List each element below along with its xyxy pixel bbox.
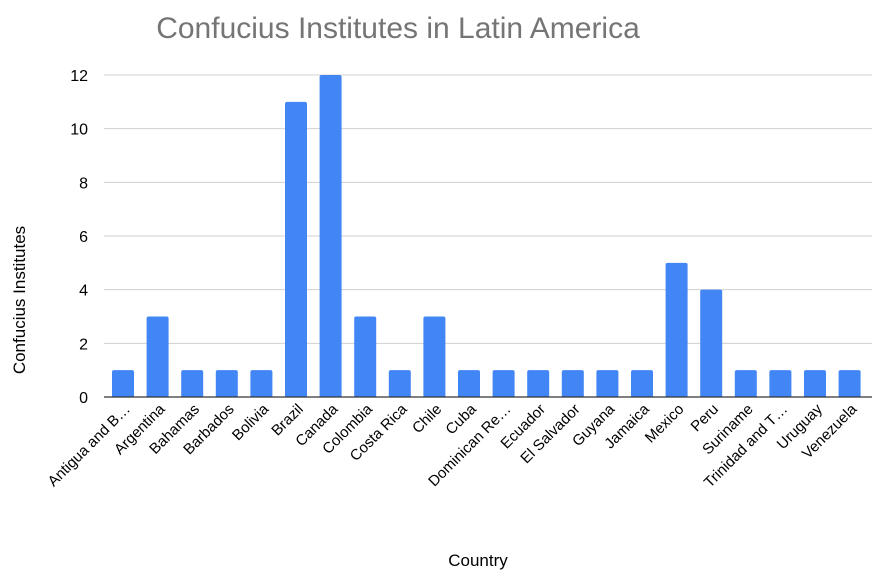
bar: [215, 370, 238, 397]
bar: [596, 370, 619, 397]
y-tick-label: 6: [79, 229, 88, 246]
bar: [285, 101, 307, 397]
bar: [146, 316, 169, 397]
chart-title: Confucius Institutes in Latin America: [156, 12, 640, 45]
bar: [838, 370, 861, 397]
bar: [319, 75, 342, 397]
bar: [423, 316, 446, 397]
x-axis-title: Country: [448, 551, 508, 570]
bar: [354, 316, 377, 397]
gridlines: [104, 74, 872, 344]
y-tick-label: 4: [79, 283, 88, 300]
y-axis-ticks: 0 2 4 6 8 10 12: [70, 68, 88, 407]
bar: [250, 370, 273, 397]
x-tick-label: Mexico: [642, 401, 688, 447]
bar: [769, 370, 792, 397]
x-tick-label: Bolivia: [229, 400, 273, 444]
y-tick-label: 10: [70, 122, 88, 139]
bar: [527, 370, 550, 397]
x-axis-category-labels: Antigua and B…ArgentinaBahamasBarbadosBo…: [45, 400, 861, 491]
bar: [112, 370, 134, 397]
bar: [492, 370, 515, 397]
bar: [665, 262, 688, 397]
y-axis-title: Confucius Institutes: [10, 226, 29, 374]
x-tick-label: Chile: [409, 401, 445, 437]
bar: [700, 289, 723, 397]
bar: [804, 370, 826, 397]
bar: [458, 370, 480, 397]
y-tick-label: 8: [79, 175, 88, 192]
bar: [561, 370, 584, 397]
bar: [388, 370, 411, 397]
bars: [112, 75, 861, 397]
y-tick-label: 2: [79, 336, 88, 353]
y-tick-label: 0: [79, 390, 88, 407]
bar: [181, 370, 204, 397]
bar: [734, 370, 757, 397]
y-tick-label: 12: [70, 68, 88, 85]
bar: [631, 370, 653, 397]
